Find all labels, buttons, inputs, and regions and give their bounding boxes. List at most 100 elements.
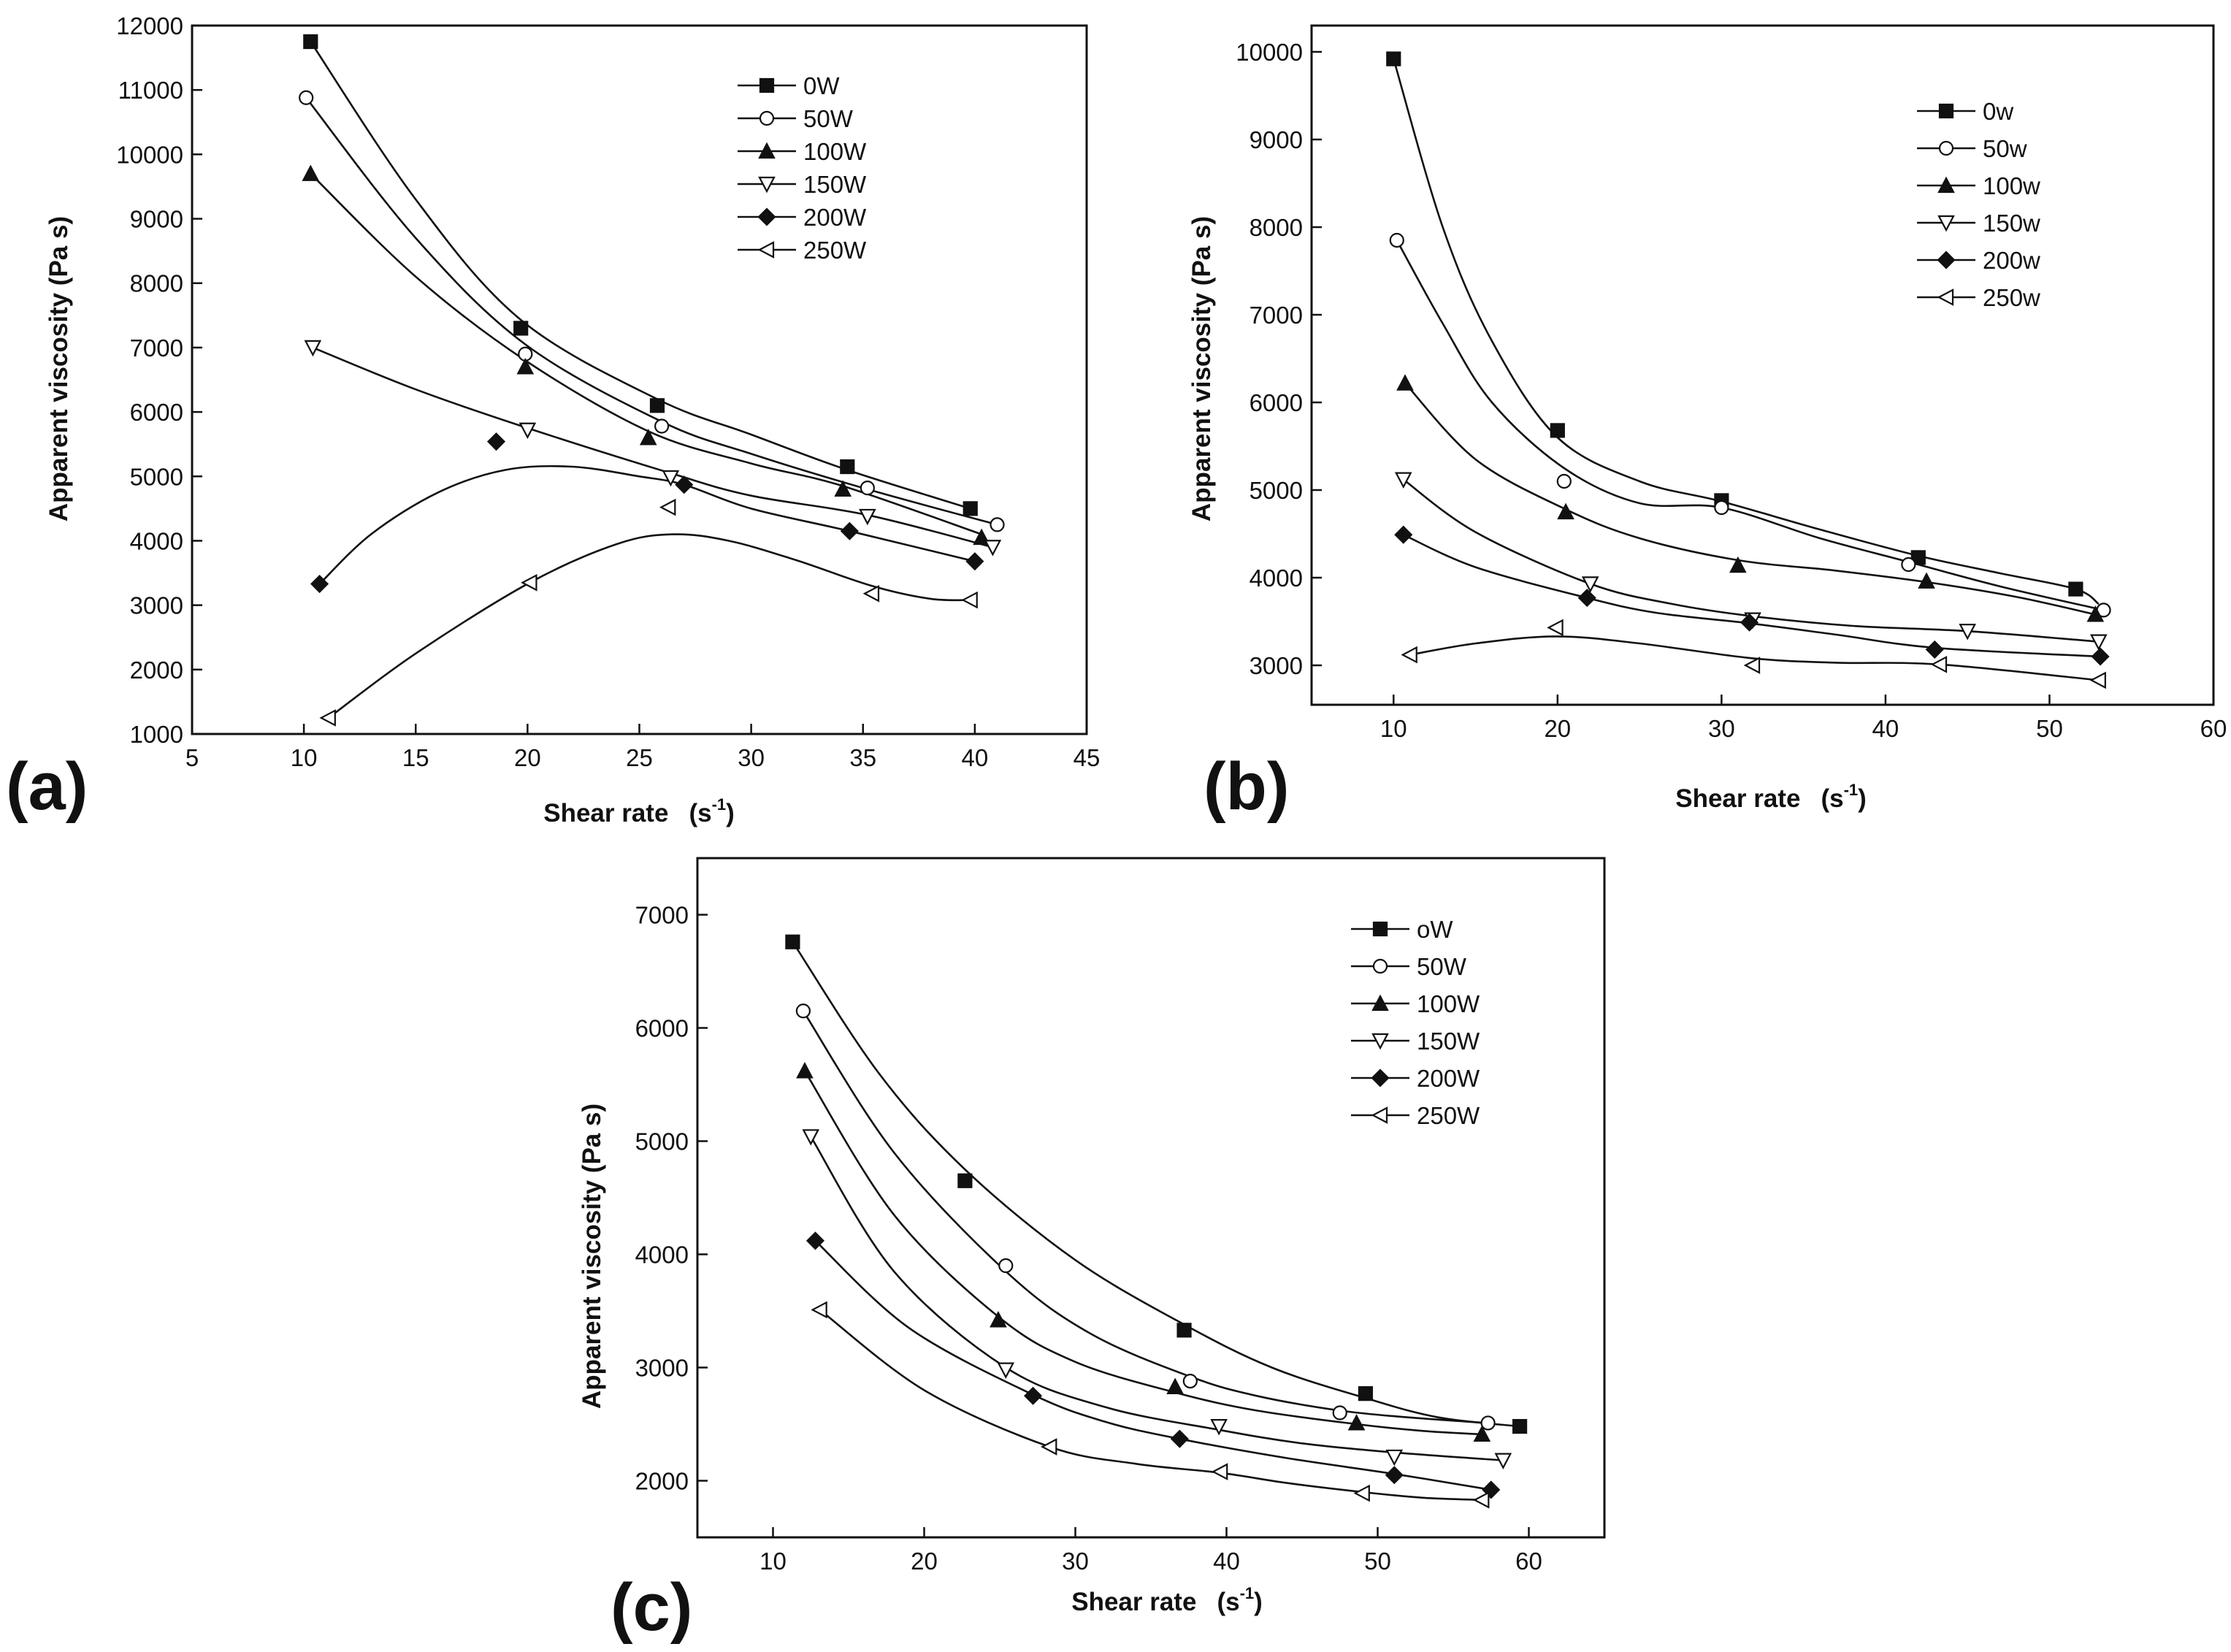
data-point-a-5 [961,591,978,609]
data-point-a-1 [860,481,875,496]
plot-frame-c [696,857,1606,1539]
y-tick-label-c: 5000 [635,1128,689,1155]
data-point-b-3 [1581,576,1599,593]
legend-c: oW 50W 100W 150W 200W 250W [1351,916,1480,1129]
legend-label-b: 150w [1983,210,2040,237]
data-point-c-2 [1473,1425,1491,1442]
legend-marker-c [1371,1068,1390,1087]
x-tick-label-a: 40 [962,744,989,771]
y-axis-label-b: Apparent viscosity (Pa s) [1187,216,1216,521]
x-tick-label-b: 40 [1872,715,1899,742]
y-tick-label-c: 7000 [635,902,689,929]
legend-marker-b [1937,288,1954,306]
data-point-c-4 [1385,1466,1404,1485]
data-point-a-3 [984,540,1002,557]
data-point-c-1 [795,1003,811,1019]
legend-label-b: 50w [1983,135,2027,162]
y-tick-label-a: 5000 [130,463,183,490]
legend-marker-c [1371,1106,1388,1124]
data-point-b-0 [1386,51,1401,66]
data-point-b-1 [1556,473,1572,489]
data-point-b-5 [2089,671,2106,689]
y-tick-label-b: 10000 [1236,39,1303,66]
data-point-b-2 [1396,374,1414,391]
legend-marker-c [1372,958,1388,974]
fit-curve-a-0 [310,41,971,510]
y-tick-label-c: 3000 [635,1355,689,1382]
legend-marker-a [758,176,776,194]
legend-label-c: 100W [1417,990,1480,1017]
x-tick-label-c: 30 [1062,1548,1089,1575]
data-point-b-2 [1918,572,1935,589]
legend-b: 0w 50w 100w 150w 200w 250w [1917,98,2040,311]
legend-label-a: 200W [803,204,867,231]
data-point-a-1 [654,418,670,434]
fit-curve-c-0 [792,941,1520,1428]
data-point-c-0 [1358,1386,1374,1401]
data-point-c-3 [802,1129,820,1146]
data-point-c-2 [796,1062,814,1079]
fit-curve-a-1 [305,96,998,526]
data-point-a-1 [299,90,314,105]
panel-label-b: (b) [1203,749,1289,824]
fit-curves-a [305,41,998,719]
data-point-c-0 [957,1173,973,1188]
data-point-b-1 [1389,232,1404,248]
data-point-a-1 [990,517,1005,532]
data-point-c-5 [1353,1484,1370,1502]
data-point-b-4 [1394,525,1413,544]
data-point-b-5 [1401,646,1417,664]
data-point-c-3 [997,1362,1015,1379]
data-point-a-3 [304,340,322,357]
x-tick-label-c: 40 [1213,1548,1240,1575]
legend-label-c: 200W [1417,1065,1480,1092]
data-point-a-2 [834,480,852,497]
fit-curve-a-4 [318,464,976,585]
data-point-c-2 [1347,1414,1366,1431]
data-point-b-3 [2089,634,2108,651]
data-point-b-0 [2068,581,2083,597]
data-point-a-2 [516,358,535,375]
y-tick-label-b: 4000 [1250,565,1303,592]
legend-marker-b [1937,215,1955,232]
fit-curve-c-3 [810,1136,1504,1461]
x-axis-label-b: Shear rate (s-1) [1675,781,1867,813]
fit-curve-c-5 [819,1309,1482,1502]
data-point-c-4 [1023,1386,1043,1405]
data-point-a-4 [965,552,984,571]
data-point-b-4 [1925,640,1944,659]
data-point-b-1 [1714,500,1729,516]
fit-curve-a-3 [312,346,993,548]
data-point-b-0 [1910,550,1926,565]
fit-curve-b-1 [1396,240,2104,611]
data-point-c-1 [1182,1373,1198,1389]
data-point-a-5 [659,498,676,516]
data-point-c-3 [1385,1449,1404,1466]
legend-label-c: 150W [1417,1028,1480,1055]
fit-curve-b-4 [1403,534,2101,658]
legend-marker-c [1371,1033,1389,1050]
legend-label-a: 0W [803,72,840,99]
data-point-a-3 [662,470,680,487]
data-point-b-1 [1901,557,1916,573]
data-point-c-0 [1176,1323,1192,1338]
legend-label-a: 50W [803,105,854,132]
fit-curve-c-4 [814,1239,1492,1491]
legend-marker-a [757,241,775,259]
data-point-a-0 [303,34,318,50]
data-point-a-4 [486,432,506,451]
x-tick-label-a: 30 [738,744,765,771]
x-tick-label-a: 45 [1074,744,1101,771]
legend-marker-b [1937,176,1955,194]
fit-curve-b-2 [1404,382,2096,616]
data-point-b-5 [1930,655,1948,673]
panel-b: 10 20 30 40 50 60 3000 4000 5000 6000 7000 8000 9000… [1187,24,2227,824]
y-tick-label-a: 8000 [130,270,183,297]
legend-a: 0W 50W 100W 150W 200W 250W [738,72,867,264]
legend-label-a: 100W [803,138,867,165]
data-point-a-0 [649,398,665,413]
y-tick-label-a: 10000 [116,141,183,168]
data-point-b-4 [1740,613,1759,632]
legend-label-c: oW [1417,916,1453,943]
